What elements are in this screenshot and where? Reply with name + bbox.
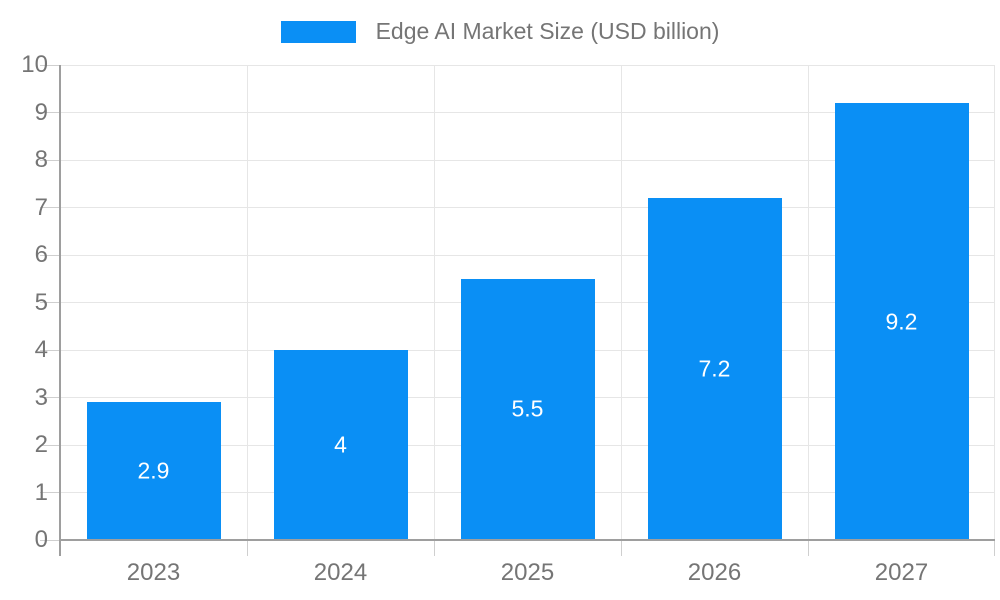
x-axis-line (60, 539, 995, 541)
y-gridline (60, 159, 995, 161)
y-tick-label: 10 (21, 51, 48, 78)
y-tick-label: 3 (34, 383, 48, 411)
x-gridline (994, 65, 995, 540)
x-gridline (434, 65, 435, 540)
y-axis-tick (40, 159, 60, 161)
x-axis-tick (434, 540, 435, 556)
y-tick-label: 9 (34, 98, 48, 126)
x-axis-tick (621, 540, 622, 556)
plot-area: 0 1 2 3 4 5 6 7 8 9 10 2.9 2023 4 2024 5.5 2025 7.2 2026 9.… (21, 51, 995, 586)
bar-value-label: 2.9 (137, 457, 170, 484)
y-axis-tick (40, 207, 60, 208)
bar-2023[interactable]: 2.9 (86, 402, 221, 540)
y-axis-tick (40, 64, 60, 66)
y-tick-label: 0 (34, 526, 48, 553)
y-axis-tick (40, 444, 60, 446)
y-tick-label: 2 (34, 431, 48, 458)
y-axis-tick (40, 349, 60, 351)
y-gridline (60, 254, 995, 256)
bar-2024[interactable]: 4 (273, 350, 408, 540)
bar-value-label: 5.5 (511, 395, 544, 422)
y-tick-label: 8 (34, 146, 48, 173)
y-tick-label: 4 (34, 336, 48, 363)
y-axis-tick (40, 254, 60, 256)
y-axis-tick (40, 112, 60, 113)
y-axis-tick (40, 302, 60, 303)
bar-2027[interactable]: 9.2 (834, 103, 969, 540)
y-tick-label: 5 (34, 288, 48, 316)
x-tick-label-2023: 2023 (126, 559, 181, 586)
legend-swatch (280, 20, 356, 43)
y-tick-label: 7 (34, 193, 48, 221)
y-axis-tick (40, 539, 60, 541)
x-axis-tick (808, 540, 809, 556)
x-tick-label-2025: 2025 (500, 559, 555, 586)
bar-2025[interactable]: 5.5 (460, 278, 595, 540)
x-axis-tick (994, 540, 995, 556)
x-tick-label-2026: 2026 (687, 559, 742, 586)
y-gridline (60, 112, 995, 113)
y-axis-tick (40, 397, 60, 398)
x-axis-tick (247, 540, 248, 556)
bar-value-label: 4 (334, 431, 347, 458)
y-tick-label: 6 (34, 241, 48, 268)
x-gridline (247, 65, 248, 540)
y-gridline (60, 207, 995, 208)
x-tick-label-2027: 2027 (874, 559, 929, 586)
x-tick-label-2024: 2024 (313, 559, 368, 586)
y-gridline (60, 64, 995, 66)
legend-label: Edge AI Market Size (USD billion) (375, 18, 720, 44)
bar-value-label: 9.2 (885, 308, 918, 334)
x-gridline (808, 65, 809, 540)
y-axis-tick (40, 492, 60, 493)
x-gridline (621, 65, 622, 540)
legend[interactable]: Edge AI Market Size (USD billion) (0, 18, 1000, 45)
y-tick-label: 1 (34, 478, 48, 506)
y-axis-line (59, 65, 61, 556)
bar-value-label: 7.2 (698, 355, 731, 382)
bar-2026[interactable]: 7.2 (647, 198, 782, 540)
